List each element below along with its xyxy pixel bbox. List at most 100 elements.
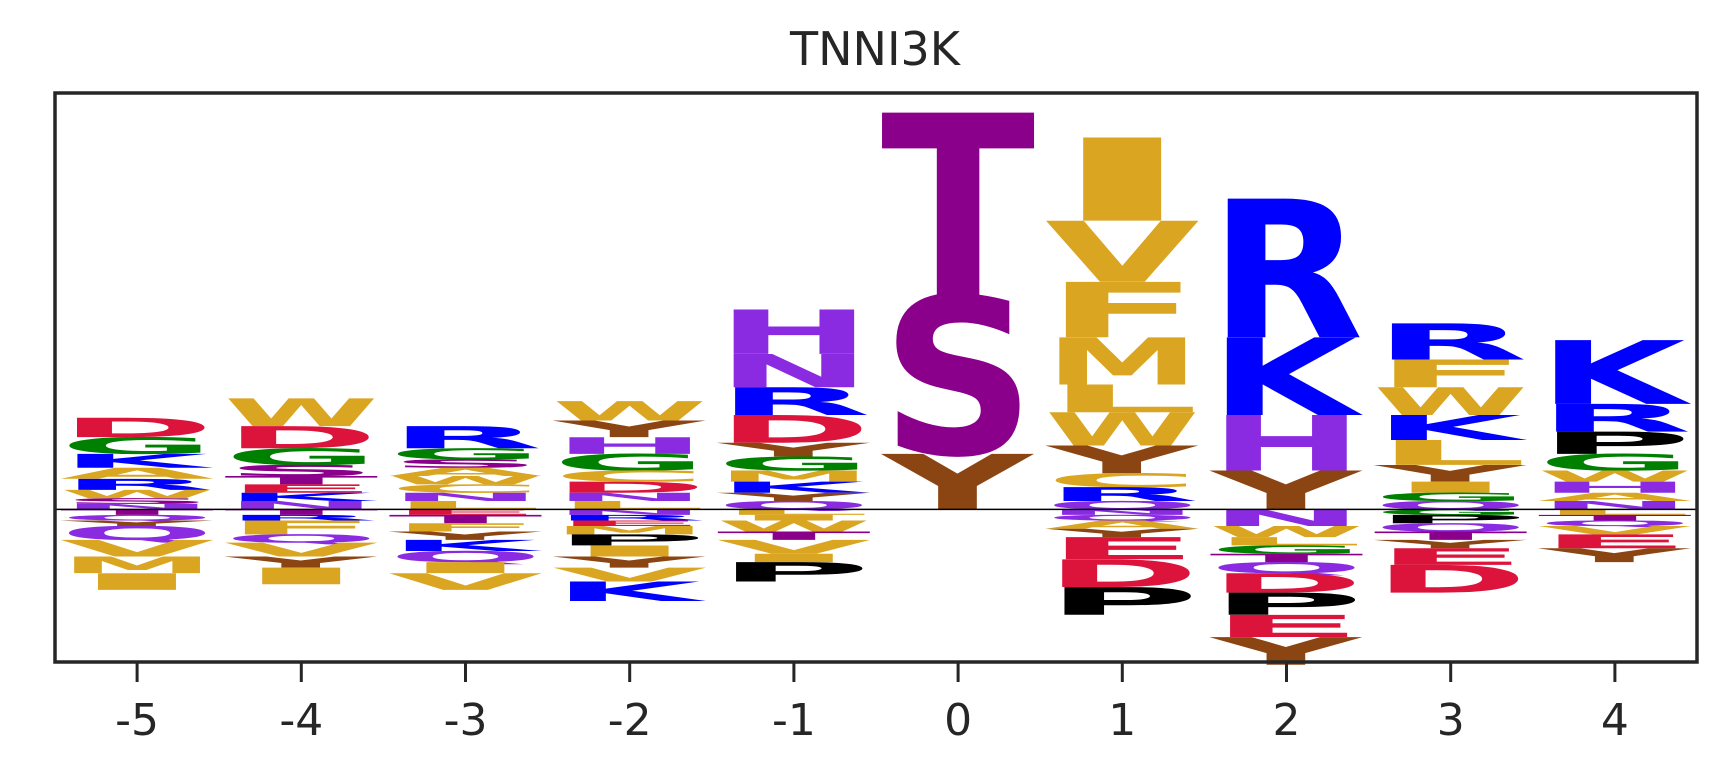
logo-letter-d: D [1209,568,1363,599]
logo-letter-i: I [717,552,871,565]
logo-letter-l: L [1209,535,1363,548]
logo-letter-q: Q [1045,513,1199,522]
logo-letter-r: R [553,513,707,522]
logo-letter-w: W [717,518,871,536]
logo-letter-e: E [1538,531,1692,553]
logo-letter-q: Q [1209,559,1363,577]
logo-letter-v: V [717,536,871,558]
logo-letter-h: H [1538,479,1692,497]
logo-letter-w: W [1538,468,1692,486]
x-tick-label: -2 [608,695,652,746]
logo-letter-w: W [1374,380,1528,424]
logo-letter-y: Y [1373,460,1528,487]
logo-letter-n: N [553,508,707,517]
logo-letter-p: P [553,531,707,549]
logo-letter-q: Q [1374,521,1528,534]
logo-letter-e: E [224,482,378,495]
logo-letter-y: Y [1373,538,1527,551]
logo-letter-w: W [1209,523,1363,541]
logo-letter-c: C [553,468,707,486]
logo-letter-v: V [1045,205,1199,302]
logo-letter-m: M [717,468,871,486]
logo-letter-w: W [553,396,707,427]
logo-letter-d: D [1045,552,1199,596]
logo-letter-f: F [1045,267,1199,355]
logo-letter-y: Y [1044,527,1198,540]
logo-letter-g: G [60,433,214,460]
logo-letter-y: Y [552,554,707,572]
logo-letter-w: W [60,488,214,501]
logo-letter-p: P [1045,580,1199,624]
logo-letter-t: T [1538,513,1692,522]
logo-letter-m: M [60,552,214,579]
logo-letter-a: A [1538,491,1692,504]
x-tick-label: 3 [1437,695,1465,746]
logo-letter-d: D [60,413,214,444]
logo-letter-n: N [717,345,871,398]
logo-letter-a: A [1045,518,1199,531]
logo-letter-p: P [1538,426,1692,461]
logo-letter-k: K [717,479,871,497]
logo-letter-f: F [224,517,378,539]
x-tick-label: 1 [1108,695,1136,746]
logo-letter-g: G [1538,449,1692,476]
logo-letter-i: I [388,559,542,577]
logo-letter-g: G [717,453,871,475]
logo-letter-k: K [1209,317,1363,440]
logo-letter-d: D [553,479,707,497]
logo-letter-t: T [1209,551,1363,564]
x-axis: -5 -4 -3 -2 -1 0 1 2 3 4 [115,662,1629,746]
logo-letter-q: Q [1538,519,1692,528]
logo-letter-e: E [1374,544,1528,571]
logo-letter-f: F [388,521,542,534]
logo-letter-m: M [553,524,707,537]
logo-letter-y: Y [716,491,870,504]
x-tick-label: -5 [115,695,159,746]
logo-letter-k: K [1374,408,1529,448]
logo-letter-i: I [717,513,871,522]
logo-letters: DGKARWSNTQYQVMIWDGSTEKNTRFQVYIRGSAWCNLET… [59,63,1692,673]
x-tick-label: 4 [1601,695,1629,746]
logo-letter-g: G [388,445,542,463]
logo-letter-i: I [553,542,707,560]
x-tick-label: 0 [944,695,972,746]
logo-letter-l: L [1538,508,1692,517]
x-tick-label: -4 [279,695,323,746]
logo-letter-r: R [1374,314,1528,371]
logo-letter-k: K [388,537,542,555]
logo-letter-d: D [717,407,871,451]
logo-letter-t: T [717,529,871,542]
logo-letter-a: A [388,466,542,479]
logo-letter-t: T [224,508,378,517]
logo-letter-r: R [1209,162,1363,383]
logo-letter-s: S [881,253,1035,505]
logo-letter-s: S [388,457,542,470]
logo-letter-p: P [1209,587,1363,622]
logo-letter-y: Y [223,554,378,572]
logo-letter-h: H [553,433,707,460]
logo-letter-f: F [1374,352,1528,396]
logo-letter-r: R [224,513,378,522]
logo-letter-v: V [224,539,378,561]
logo-letter-y: Y [59,519,213,528]
logo-letter-m: M [1045,325,1199,400]
logo-letter-w: W [388,474,542,487]
logo-letter-p: P [1374,513,1528,526]
logo-letter-e: E [1045,531,1199,566]
logo-letter-y: Y [1209,460,1364,522]
logo-letter-y: Y [1537,545,1692,567]
logo-letter-n: N [553,490,707,503]
logo-letter-e: E [553,519,707,528]
logo-letter-l: L [1045,377,1199,421]
logo-letter-t: T [1374,529,1528,542]
logo-letter-r: R [1045,483,1199,505]
logo-letter-n: N [388,490,542,503]
logo-letter-y: Y [716,439,871,461]
logo-letter-y: Y [388,529,542,542]
logo-letter-d: D [224,420,378,455]
x-tick-label: -1 [772,695,816,746]
logo-letter-y: Y [880,439,1034,528]
logo-letter-g: G [553,449,707,476]
logo-letter-g: G [1209,543,1363,556]
